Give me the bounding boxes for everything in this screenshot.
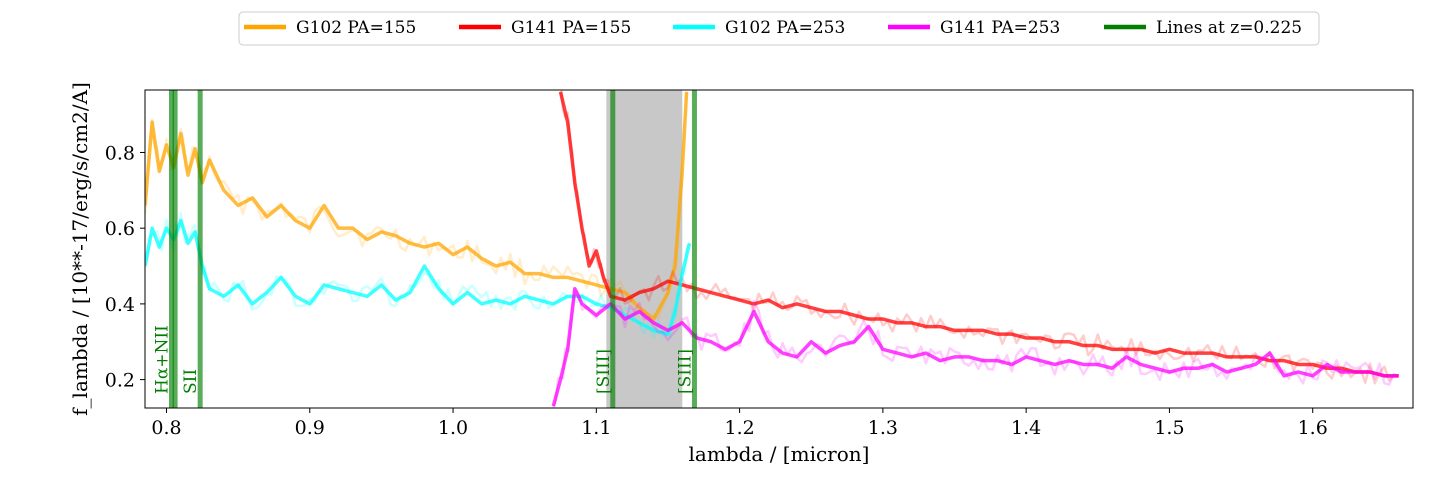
y-axis: 0.2 0.4 0.6 0.8 [105,142,145,392]
x-axis: 0.8 0.9 1.0 1.1 1.2 1.3 1.4 1.5 1.6 [151,408,1328,439]
legend-label-g141-pa-155: G141 PA=155 [511,18,631,38]
emission-line-label-4: [SIII] [675,349,695,394]
y-tick-label: 0.2 [105,370,135,392]
legend-label-g102-pa-253: G102 PA=253 [725,18,845,38]
plot-area: Hα+NII SII [SIII] [SIII] [144,89,1414,409]
x-tick-label: 1.3 [868,417,898,439]
legend-label-g102-pa-155: G102 PA=155 [296,18,416,38]
g141-pa-155-series-line [558,91,1399,378]
x-tick-label: 0.9 [295,417,325,439]
emission-line-label-2: SII [181,369,201,394]
y-tick-label: 0.8 [105,142,135,164]
plot-frame [144,89,1414,409]
y-axis-label: f_lambda / [10**-17/erg/s/cm2/A] [68,82,92,416]
x-tick-label: 1.6 [1298,417,1328,439]
legend-label-g141-pa-253: G141 PA=253 [940,18,1060,38]
shaded-region [606,90,683,408]
x-tick-label: 0.8 [151,417,181,439]
x-tick-label: 1.2 [724,417,754,439]
legend-label-lines-at-z-0-225: Lines at z=0.225 [1156,18,1302,38]
legend-box [238,11,1320,46]
x-tick-label: 1.5 [1154,417,1184,439]
x-axis-label: lambda / [micron] [689,442,870,466]
g141-pa-253-series-line [551,287,1399,407]
y-tick-label: 0.6 [105,218,135,240]
x-tick-label: 1.4 [1011,417,1041,439]
legend: G102 PA=155 G141 PA=155 G102 PA=253 G141 PA… [238,11,1320,46]
x-tick-label: 1.1 [581,417,611,439]
emission-line-label-3: [SIII] [594,349,614,394]
x-tick-label: 1.0 [438,417,468,439]
emission-line-label-0: Hα+NII [153,325,173,394]
y-tick-label: 0.4 [105,294,135,316]
